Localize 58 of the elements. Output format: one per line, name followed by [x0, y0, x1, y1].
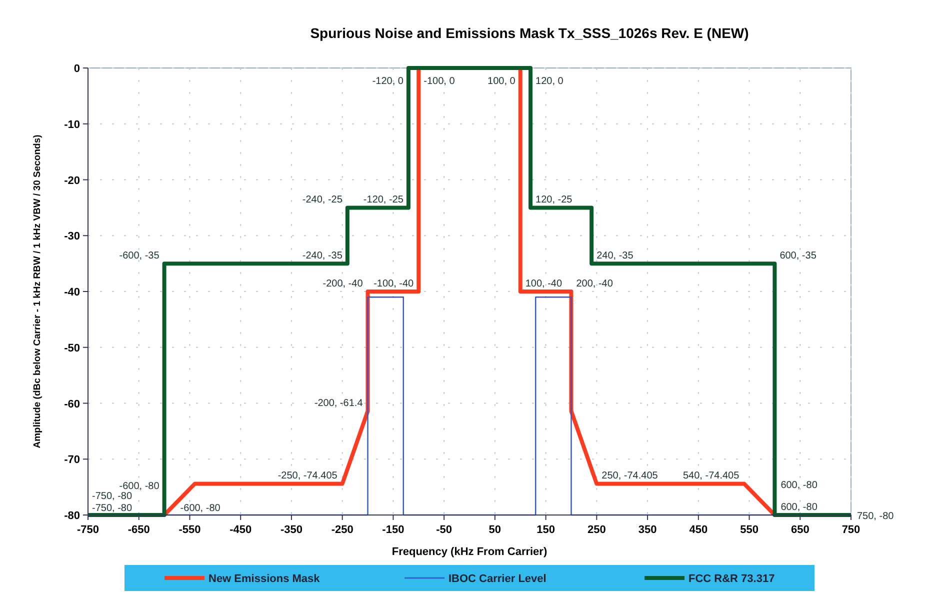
y-tick-label: -40: [64, 286, 80, 298]
annotation: 600, -80: [780, 480, 818, 491]
annotation: 250, -74.405: [602, 470, 658, 482]
x-axis-title: Frequency (kHz From Carrier): [392, 546, 548, 558]
annotation: 750, -80: [857, 511, 894, 522]
x-tick-label: -750: [76, 524, 100, 536]
chart-title: Spurious Noise and Emissions Mask Tx_SSS_1026s Rev. E (NEW): [310, 25, 749, 41]
y-tick-label: -60: [64, 398, 80, 410]
annotation: -600, -80: [119, 481, 160, 492]
x-tick-label: -650: [128, 524, 150, 536]
x-tick-label: -50: [436, 524, 452, 536]
legend-label: FCC R&R 73.317: [688, 573, 775, 585]
annotation: 540, -74.405: [683, 470, 740, 482]
annotation: 120, -25: [536, 194, 573, 206]
annotation: -600, -80: [180, 503, 221, 514]
x-tick-label: 650: [790, 524, 810, 536]
annotation: 100, 0: [488, 76, 516, 87]
x-tick-label: 550: [740, 524, 758, 536]
y-axis-title: Amplitude (dBc below Carrier - 1 kHz RBW / 1 kHz VBW / 30 Seconds): [32, 134, 43, 448]
annotation: -240, -35: [302, 250, 343, 262]
annotation: 100, -40: [525, 278, 562, 290]
annotation: -100, 0: [424, 76, 456, 87]
annotation: -240, -25: [302, 194, 343, 206]
annotation: -100, -40: [374, 278, 414, 290]
annotation: 600, -35: [780, 250, 817, 262]
line-series: [86, 66, 853, 517]
legend-label: IBOC Carrier Level: [448, 573, 546, 585]
annotation: 600, -80: [780, 502, 818, 513]
x-tick-label: 50: [488, 524, 502, 536]
y-tick-label: 0: [74, 63, 80, 75]
annotation: -200, -40: [322, 278, 364, 290]
y-tick-label: -50: [64, 342, 80, 354]
annotation: -120, 0: [372, 76, 404, 87]
x-tick-label: -250: [331, 524, 354, 536]
y-tick-label: -70: [64, 454, 80, 466]
x-tick-label: 350: [638, 524, 657, 536]
annotation: 200, -40: [576, 278, 614, 290]
x-tick-label: 450: [689, 524, 708, 536]
x-tick-label: -150: [382, 524, 404, 536]
x-tick-label: -450: [230, 524, 252, 536]
y-tick-label: -30: [64, 230, 80, 243]
annotation: -120, -25: [363, 194, 404, 206]
x-tick-label: 150: [536, 524, 555, 536]
legend-label: New Emissions Mask: [208, 573, 321, 585]
x-tick-label: -550: [178, 524, 201, 536]
y-tick-label: -10: [64, 118, 80, 131]
x-tick-label: 250: [587, 524, 606, 536]
x-tick-label: -350: [280, 524, 302, 536]
annotation: -600, -35: [119, 250, 160, 262]
annotation: 240, -35: [596, 250, 634, 262]
annotation: -200, -61.4: [314, 398, 364, 410]
annotation: 120, 0: [536, 76, 564, 87]
annotation: -750, -80: [92, 491, 132, 502]
y-tick-label: -20: [64, 174, 80, 187]
x-tick-label: 750: [842, 524, 860, 536]
y-tick-label: -80: [64, 510, 80, 522]
annotation: -750, -80: [92, 503, 132, 514]
annotation: -250, -74.405: [278, 470, 338, 482]
